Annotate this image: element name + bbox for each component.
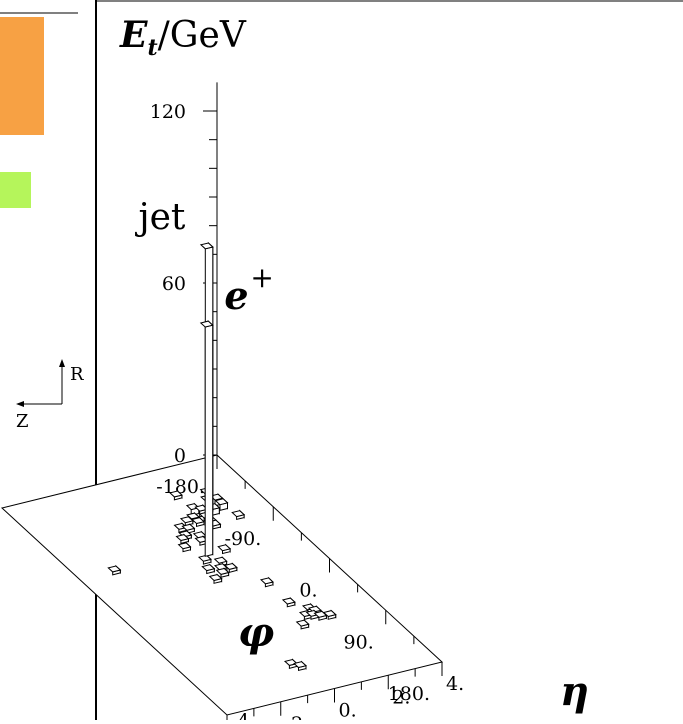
calo-cell bbox=[223, 562, 238, 573]
jet-label: jet bbox=[134, 197, 185, 238]
calo-cell bbox=[107, 564, 122, 576]
positron-charge-label: + bbox=[250, 261, 273, 294]
calo-cell bbox=[168, 489, 183, 501]
eta-axis-label: η bbox=[560, 668, 589, 715]
side-panel: R Z bbox=[0, 12, 84, 432]
calo-cell bbox=[231, 509, 246, 521]
calo-cell bbox=[201, 563, 216, 575]
phi-tick-label: -90. bbox=[225, 528, 262, 550]
axis-gizmo: R Z bbox=[16, 359, 84, 432]
calo-cell bbox=[281, 596, 296, 608]
calo-cell bbox=[177, 541, 192, 553]
et-tick-label: 120 bbox=[150, 101, 186, 123]
calorimeter-cells bbox=[107, 486, 337, 672]
eta-tick-label: 4. bbox=[446, 673, 464, 695]
calo-cell bbox=[259, 576, 274, 588]
eta-tick-label: 2. bbox=[392, 686, 410, 708]
calo-cell bbox=[214, 497, 229, 512]
eta-tick-label: -4. bbox=[231, 710, 256, 720]
gizmo-r-label: R bbox=[70, 364, 84, 385]
et-tick-label: 0 bbox=[174, 445, 186, 467]
eta-tick-label: -2. bbox=[285, 713, 310, 720]
eta-tick-label: 0. bbox=[339, 700, 357, 721]
orange-swatch[interactable] bbox=[0, 17, 44, 135]
phi-axis-label: φ bbox=[238, 609, 274, 656]
calo-cell bbox=[213, 556, 228, 567]
phi-tick-label: 0. bbox=[299, 580, 317, 602]
calo-cell bbox=[208, 573, 223, 584]
positron-label: e bbox=[224, 273, 248, 318]
green-swatch[interactable] bbox=[0, 172, 31, 208]
chart-title: Et/GeV bbox=[119, 14, 247, 61]
calo-cell bbox=[322, 609, 337, 620]
phi-tick-label: 180. bbox=[388, 683, 430, 705]
eta-phi-plane: -180. -90. 0. 90. 180. -4. -2. 0. 2. 4. bbox=[0, 454, 464, 724]
positron-tower bbox=[199, 319, 214, 557]
gizmo-z-label: Z bbox=[16, 411, 29, 432]
calo-cell bbox=[175, 533, 190, 545]
calo-cell bbox=[215, 567, 230, 578]
calo-cell bbox=[191, 516, 206, 528]
calo-cell bbox=[295, 619, 310, 630]
base-plane bbox=[0, 454, 444, 716]
calo-cell bbox=[293, 660, 308, 672]
et-tick-label: 60 bbox=[162, 273, 186, 295]
phi-tick-label: -180. bbox=[156, 476, 205, 498]
phi-tick-label: 90. bbox=[344, 631, 374, 653]
calo-cell bbox=[217, 543, 232, 555]
